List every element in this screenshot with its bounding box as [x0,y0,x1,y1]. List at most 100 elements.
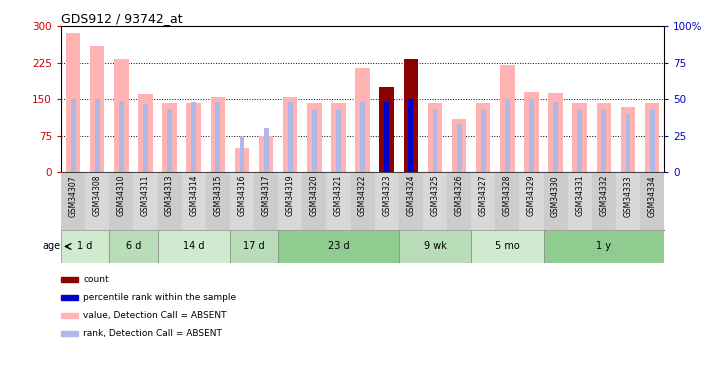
Bar [398,230,471,262]
Text: GSM34321: GSM34321 [334,175,343,216]
Bar [230,172,254,230]
Bar [476,103,490,172]
Bar [355,68,370,172]
Bar [191,102,196,172]
Bar [109,230,157,262]
Bar [157,172,182,230]
Bar [70,99,75,172]
Text: 23 d: 23 d [327,242,349,252]
Text: rank, Detection Call = ABSENT: rank, Detection Call = ABSENT [83,329,222,338]
Bar [350,172,375,230]
Bar [230,230,278,262]
Bar [597,103,611,172]
Bar [283,97,297,172]
Bar [380,87,394,172]
Bar [66,33,80,172]
Bar [302,172,327,230]
Text: GSM34311: GSM34311 [141,175,150,216]
Bar [529,99,534,172]
Bar [162,103,177,172]
Bar [182,172,206,230]
Text: 14 d: 14 d [183,242,205,252]
Bar [428,103,442,172]
Bar [206,172,230,230]
Text: GSM34314: GSM34314 [190,175,198,216]
Bar [61,230,109,262]
Bar [331,103,345,172]
Text: GSM34330: GSM34330 [551,175,560,217]
Bar [544,230,664,262]
Bar [625,114,630,172]
Text: GSM34319: GSM34319 [286,175,294,216]
Bar [524,92,538,172]
Text: GSM34313: GSM34313 [165,175,174,216]
Text: GSM34334: GSM34334 [648,175,656,217]
Bar [432,110,437,172]
Text: percentile rank within the sample: percentile rank within the sample [83,293,236,302]
Text: GSM34327: GSM34327 [479,175,488,216]
Text: GSM34308: GSM34308 [93,175,102,216]
Bar [259,136,274,172]
Bar [380,87,394,172]
Text: GSM34328: GSM34328 [503,175,512,216]
Bar [592,172,616,230]
Bar [307,103,322,172]
Text: GSM34315: GSM34315 [213,175,223,216]
Bar [650,110,655,172]
Bar [240,136,244,172]
Bar [452,118,466,172]
Text: GSM34325: GSM34325 [431,175,439,216]
Text: 9 wk: 9 wk [424,242,447,252]
Text: value, Detection Call = ABSENT: value, Detection Call = ABSENT [83,311,227,320]
Text: GSM34332: GSM34332 [600,175,608,216]
Bar [553,102,558,172]
Text: GSM34322: GSM34322 [358,175,367,216]
Text: 5 mo: 5 mo [495,242,520,252]
Bar [109,172,134,230]
Bar [288,102,293,172]
Bar [210,97,225,172]
Bar [640,172,664,230]
Bar [264,128,269,172]
Text: 1 d: 1 d [78,242,93,252]
Bar [215,102,220,172]
Bar [404,59,418,172]
Text: GDS912 / 93742_at: GDS912 / 93742_at [61,12,182,25]
Bar [500,65,515,172]
Bar [157,230,230,262]
Bar [235,148,249,172]
Bar [471,230,544,262]
Bar [447,172,471,230]
Text: 17 d: 17 d [243,242,265,252]
Bar [423,172,447,230]
Bar [471,172,495,230]
Bar [544,172,568,230]
Bar [139,94,153,172]
Bar [278,172,302,230]
Bar [114,59,129,172]
Bar [312,110,317,172]
Bar [187,103,201,172]
Text: GSM34310: GSM34310 [117,175,126,216]
Bar [481,110,485,172]
Bar [398,172,423,230]
Text: age: age [42,242,61,252]
Bar [495,172,519,230]
Text: 1 y: 1 y [597,242,611,252]
Text: count: count [83,275,109,284]
Bar [384,102,389,172]
Bar [85,172,109,230]
Bar [568,172,592,230]
Bar [278,230,398,262]
Text: GSM34326: GSM34326 [454,175,464,216]
Bar [143,104,148,172]
Text: GSM34317: GSM34317 [261,175,271,216]
Bar [254,172,278,230]
Bar [360,100,365,172]
Text: GSM34323: GSM34323 [382,175,391,216]
Bar [61,172,85,230]
Bar [384,102,389,172]
Bar [572,103,587,172]
Bar [134,172,157,230]
Text: GSM34316: GSM34316 [238,175,246,216]
